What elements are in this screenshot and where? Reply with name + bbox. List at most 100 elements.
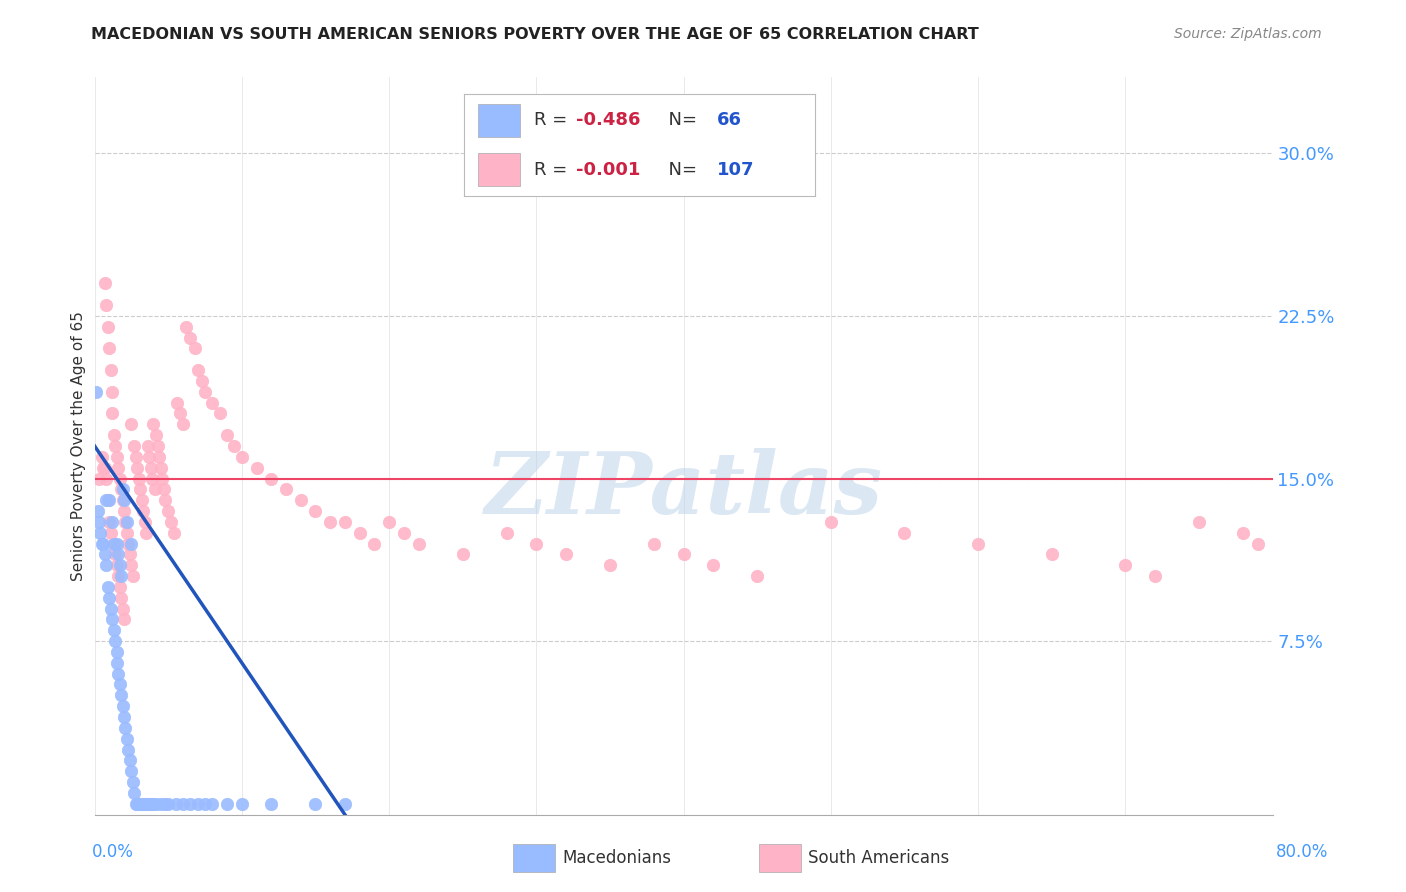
- Point: [172, 797, 194, 811]
- Point: [157, 504, 180, 518]
- Bar: [478, 153, 520, 186]
- Point: [84, 384, 107, 399]
- Text: R =: R =: [534, 112, 574, 129]
- Text: -0.001: -0.001: [576, 161, 641, 178]
- Point: [135, 525, 157, 540]
- Point: [118, 753, 141, 767]
- Point: [183, 342, 205, 356]
- Point: [127, 797, 149, 811]
- Point: [101, 384, 124, 399]
- Point: [224, 439, 246, 453]
- Point: [124, 439, 146, 453]
- Text: 66: 66: [717, 112, 742, 129]
- Point: [89, 525, 111, 540]
- Point: [194, 384, 217, 399]
- Point: [672, 548, 695, 562]
- Point: [125, 450, 148, 464]
- Point: [121, 569, 143, 583]
- Point: [131, 797, 153, 811]
- Point: [967, 536, 990, 550]
- Point: [165, 797, 187, 811]
- Point: [451, 548, 474, 562]
- Point: [128, 471, 150, 485]
- Point: [333, 515, 356, 529]
- Point: [599, 558, 621, 573]
- Point: [93, 460, 115, 475]
- Point: [112, 504, 135, 518]
- Point: [132, 797, 155, 811]
- Point: [107, 666, 129, 681]
- Point: [86, 504, 108, 518]
- Point: [115, 731, 138, 746]
- Point: [110, 591, 132, 605]
- Point: [97, 319, 120, 334]
- Point: [1188, 515, 1211, 529]
- Point: [98, 342, 121, 356]
- Point: [155, 493, 177, 508]
- Text: N=: N=: [658, 112, 703, 129]
- Point: [1247, 536, 1270, 550]
- Point: [378, 515, 401, 529]
- Point: [179, 797, 201, 811]
- Point: [245, 460, 267, 475]
- Point: [145, 797, 167, 811]
- Point: [103, 536, 125, 550]
- Point: [1232, 525, 1254, 540]
- Point: [111, 493, 134, 508]
- Point: [1143, 569, 1166, 583]
- Point: [187, 797, 209, 811]
- Point: [108, 558, 131, 573]
- Point: [111, 483, 134, 497]
- Point: [120, 536, 142, 550]
- Point: [363, 536, 385, 550]
- Point: [157, 797, 180, 811]
- Point: [114, 721, 136, 735]
- Point: [136, 439, 159, 453]
- Point: [98, 493, 121, 508]
- Point: [101, 515, 124, 529]
- Point: [142, 417, 165, 432]
- Point: [208, 407, 231, 421]
- Point: [134, 797, 156, 811]
- Point: [169, 407, 191, 421]
- Point: [139, 460, 162, 475]
- Point: [408, 536, 430, 550]
- Point: [96, 471, 118, 485]
- Point: [136, 797, 159, 811]
- Point: [111, 601, 134, 615]
- Point: [117, 536, 139, 550]
- Point: [319, 515, 342, 529]
- Point: [100, 525, 122, 540]
- Text: N=: N=: [658, 161, 703, 178]
- Point: [107, 569, 129, 583]
- Text: 80.0%: 80.0%: [1277, 843, 1329, 861]
- Point: [120, 417, 142, 432]
- Point: [115, 525, 138, 540]
- Point: [105, 656, 128, 670]
- Point: [110, 569, 132, 583]
- Point: [120, 764, 142, 779]
- Point: [163, 525, 186, 540]
- Point: [107, 460, 129, 475]
- Point: [1114, 558, 1136, 573]
- Point: [96, 493, 118, 508]
- Point: [166, 395, 188, 409]
- Point: [129, 797, 152, 811]
- Point: [145, 428, 167, 442]
- Point: [274, 483, 297, 497]
- Point: [96, 558, 118, 573]
- Point: [643, 536, 665, 550]
- Point: [135, 797, 157, 811]
- Point: [96, 298, 118, 312]
- Point: [100, 601, 122, 615]
- Point: [152, 483, 174, 497]
- Point: [103, 536, 125, 550]
- Point: [110, 689, 132, 703]
- Point: [893, 525, 915, 540]
- Point: [108, 580, 131, 594]
- Point: [260, 797, 283, 811]
- Text: 107: 107: [717, 161, 755, 178]
- Point: [103, 624, 125, 638]
- Bar: [478, 104, 520, 136]
- Point: [105, 536, 128, 550]
